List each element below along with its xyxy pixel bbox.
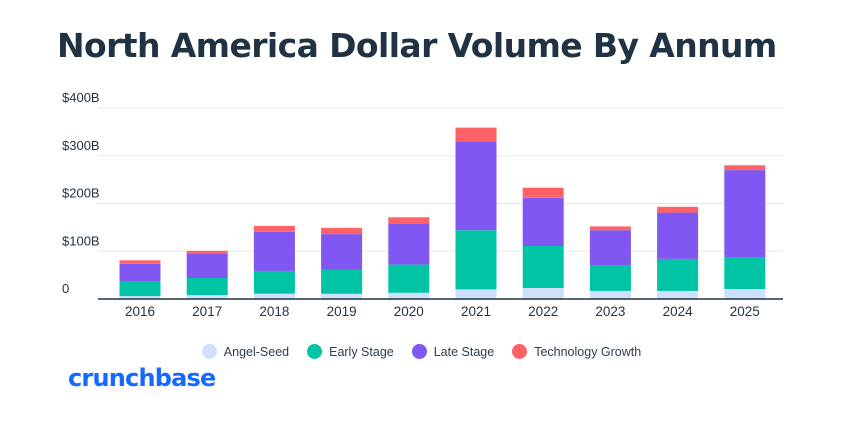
bar-late-stage-2018 xyxy=(253,231,295,271)
bar-technology-growth-2016 xyxy=(119,260,161,264)
x-tick-label: 2023 xyxy=(595,304,625,319)
bar-early-stage-2023 xyxy=(589,265,631,291)
bar-early-stage-2020 xyxy=(388,264,430,293)
bar-early-stage-2024 xyxy=(657,258,699,291)
legend-swatch xyxy=(411,344,427,359)
x-tick-label: 2020 xyxy=(394,304,424,319)
crunchbase-logo: crunchbase xyxy=(68,364,216,392)
bar-angel-seed-2020 xyxy=(388,292,430,299)
legend-swatch xyxy=(307,344,323,359)
bar-technology-growth-2024 xyxy=(657,206,699,213)
bar-technology-growth-2025 xyxy=(724,165,766,171)
legend: Angel-Seed Early Stage Late Stage Technolog… xyxy=(0,344,843,359)
chart-title: North America Dollar Volume By Annum xyxy=(57,26,777,65)
bar-late-stage-2022 xyxy=(522,197,564,246)
bar-early-stage-2016 xyxy=(119,281,161,297)
bar-angel-seed-2019 xyxy=(321,293,363,299)
legend-item-technology-growth: Technology Growth xyxy=(512,344,641,359)
bar-late-stage-2023 xyxy=(589,230,631,266)
legend-item-late-stage: Late Stage xyxy=(411,344,495,359)
x-tick-label: 2021 xyxy=(461,304,491,319)
bar-angel-seed-2024 xyxy=(657,290,699,299)
legend-label: Technology Growth xyxy=(534,344,642,359)
bar-late-stage-2017 xyxy=(186,253,228,278)
bar-technology-growth-2023 xyxy=(589,226,631,231)
bar-early-stage-2018 xyxy=(253,270,295,294)
bar-early-stage-2025 xyxy=(724,257,766,289)
bar-angel-seed-2018 xyxy=(253,293,295,299)
legend-label: Late Stage xyxy=(433,344,495,359)
bar-early-stage-2021 xyxy=(455,230,497,290)
legend-swatch xyxy=(512,344,528,359)
x-tick-label: 2018 xyxy=(259,304,289,319)
x-tick-label: 2022 xyxy=(528,304,558,319)
bars xyxy=(119,127,766,299)
bar-angel-seed-2016 xyxy=(119,296,161,299)
y-tick-label: $200B xyxy=(62,186,100,201)
bar-angel-seed-2022 xyxy=(522,288,564,299)
bar-angel-seed-2017 xyxy=(186,295,228,299)
bar-late-stage-2016 xyxy=(119,263,161,282)
y-tick-label: $100B xyxy=(62,233,100,248)
bar-late-stage-2025 xyxy=(724,170,766,257)
legend-item-angel-seed: Angel-Seed xyxy=(201,344,290,359)
legend-swatch xyxy=(201,344,217,359)
legend-label: Angel-Seed xyxy=(223,344,290,359)
bar-angel-seed-2021 xyxy=(455,289,497,299)
bar-technology-growth-2017 xyxy=(186,250,228,254)
bar-technology-growth-2022 xyxy=(522,187,564,198)
bar-technology-growth-2019 xyxy=(321,227,363,235)
bar-technology-growth-2018 xyxy=(253,225,295,232)
y-tick-label: 0 xyxy=(62,281,69,296)
x-tick-label: 2016 xyxy=(125,304,155,319)
y-tick-label: $400B xyxy=(62,90,100,105)
bar-early-stage-2022 xyxy=(522,246,564,288)
bar-late-stage-2019 xyxy=(321,234,363,270)
bar-late-stage-2020 xyxy=(388,224,430,265)
bar-late-stage-2021 xyxy=(455,141,497,231)
legend-item-early-stage: Early Stage xyxy=(307,344,394,359)
legend-label: Early Stage xyxy=(329,344,394,359)
bar-angel-seed-2023 xyxy=(589,290,631,299)
bar-early-stage-2017 xyxy=(186,278,228,296)
bar-late-stage-2024 xyxy=(657,212,699,259)
x-tick-label: 2025 xyxy=(730,304,760,319)
bar-technology-growth-2021 xyxy=(455,127,497,142)
x-axis-ticks: 2016 2017 2018 2019 2020 2021 2022 2023 2024 2025 xyxy=(125,304,760,319)
x-tick-label: 2019 xyxy=(327,304,357,319)
x-tick-label: 2017 xyxy=(192,304,222,319)
bar-angel-seed-2025 xyxy=(724,289,766,299)
y-axis-ticks: 0 $100B $200B $300B $400B xyxy=(62,90,100,296)
bar-technology-growth-2020 xyxy=(388,217,430,224)
y-tick-label: $300B xyxy=(62,138,100,153)
bar-early-stage-2019 xyxy=(321,269,363,294)
x-tick-label: 2024 xyxy=(663,304,694,319)
